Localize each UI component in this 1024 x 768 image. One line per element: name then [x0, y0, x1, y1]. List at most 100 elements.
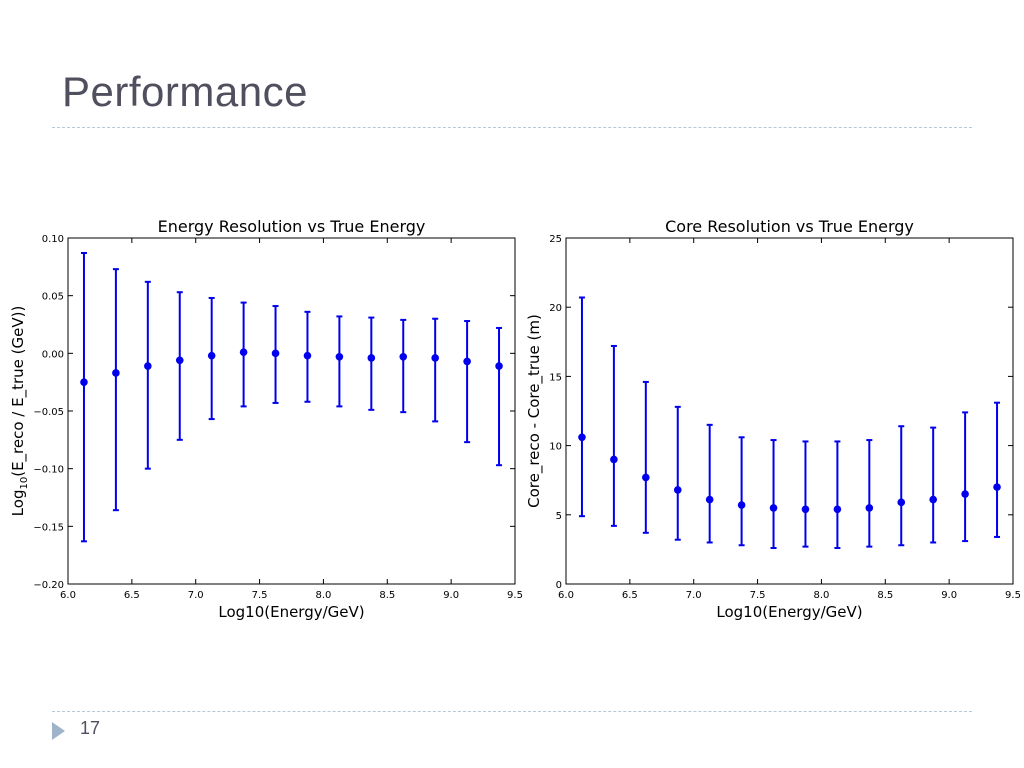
data-marker	[993, 483, 1001, 491]
data-marker	[335, 352, 344, 361]
data-point	[112, 268, 120, 512]
x-tick-label: 7.5	[750, 590, 766, 601]
data-point	[239, 301, 248, 408]
data-marker	[399, 352, 408, 361]
data-point	[495, 326, 503, 467]
y-axis-label-main: Core_reco - Core_true (m)	[525, 314, 544, 508]
x-tick-label: 6.0	[60, 590, 76, 601]
x-tick-label: 9.5	[1005, 590, 1021, 601]
chart-title: Core Resolution vs True Energy	[665, 217, 914, 236]
data-point	[271, 305, 280, 404]
data-point	[207, 296, 216, 421]
data-marker	[769, 504, 778, 512]
page-number: 17	[80, 718, 101, 738]
y-axis-label-main: Log	[9, 490, 27, 517]
data-marker	[80, 378, 88, 386]
plot-frame	[565, 237, 1014, 585]
data-marker	[929, 495, 937, 504]
y-tick-label: 0.05	[42, 292, 64, 303]
data-point	[431, 317, 439, 423]
data-marker	[239, 348, 248, 356]
x-tick-label: 8.0	[315, 590, 331, 601]
data-point	[463, 320, 471, 444]
data-marker	[865, 504, 874, 512]
energy-resolution-chart: Energy Resolution vs True Energy 6.0 6.5 7.…	[9, 217, 523, 621]
y-tick-label: −0.20	[33, 580, 64, 591]
data-point	[175, 291, 184, 441]
x-tick-label: 6.5	[622, 590, 638, 601]
data-marker	[961, 490, 969, 498]
y-tick-label: 25	[549, 234, 562, 245]
data-point	[642, 380, 650, 534]
footer-divider	[52, 711, 972, 712]
data-point	[833, 440, 842, 550]
data-point	[961, 411, 969, 543]
data-marker	[207, 351, 216, 360]
data-point	[769, 439, 778, 550]
data-point	[993, 401, 1001, 538]
data-marker	[801, 505, 810, 514]
data-point	[737, 436, 746, 547]
data-marker	[144, 362, 152, 370]
x-tick-label: 6.0	[558, 590, 574, 601]
y-tick-label: 0.10	[42, 234, 64, 245]
data-marker	[271, 349, 280, 358]
data-point	[929, 426, 937, 544]
data-point	[144, 280, 152, 470]
data-marker	[367, 354, 376, 362]
y-tick-label: 5	[556, 511, 562, 522]
data-marker	[833, 505, 842, 514]
data-marker	[737, 501, 746, 509]
x-tick-label: 9.0	[941, 590, 957, 601]
data-point	[897, 425, 906, 547]
core-resolution-chart: Core Resolution vs True Energy 6.0 6.5 7.0 7…	[525, 217, 1021, 621]
y-axis-label-rest: (E_reco / E_true (GeV))	[9, 306, 28, 477]
data-point	[865, 439, 874, 548]
triangle-bullet-icon	[52, 722, 65, 740]
data-marker	[610, 455, 618, 464]
data-marker	[303, 351, 312, 360]
data-marker	[897, 498, 906, 507]
data-point	[80, 251, 88, 543]
data-point	[335, 315, 344, 408]
plot-frame	[67, 237, 516, 585]
data-marker	[705, 495, 714, 504]
data-point	[673, 405, 682, 541]
y-axis-label: Log10(E_reco / E_true (GeV))	[9, 306, 30, 517]
y-axis-label-subscript: 10	[19, 477, 30, 490]
data-point	[367, 316, 376, 411]
data-point	[303, 310, 312, 403]
y-tick-label: 10	[549, 442, 562, 453]
title-divider	[52, 127, 972, 128]
x-tick-label: 7.0	[686, 590, 702, 601]
y-axis-label: Core_reco - Core_true (m)	[525, 314, 544, 508]
data-point	[399, 318, 408, 414]
data-marker	[175, 356, 184, 365]
data-point	[610, 344, 618, 527]
y-tick-label: −0.10	[33, 465, 64, 476]
x-tick-label: 8.5	[877, 590, 893, 601]
data-point	[705, 423, 714, 544]
chart-title: Energy Resolution vs True Energy	[158, 217, 426, 236]
data-marker	[463, 357, 471, 366]
y-tick-label: 0	[556, 580, 562, 591]
data-marker	[495, 362, 503, 370]
y-tick-label: 20	[549, 303, 562, 314]
y-tick-label: 0.00	[42, 349, 64, 360]
data-marker	[673, 486, 682, 494]
y-tick-label: −0.05	[33, 407, 64, 418]
x-tick-label: 8.5	[379, 590, 395, 601]
x-tick-label: 7.5	[252, 590, 268, 601]
data-marker	[578, 433, 586, 442]
data-point	[801, 440, 810, 548]
data-marker	[431, 354, 439, 362]
x-axis-label: Log10(Energy/GeV)	[218, 603, 364, 621]
x-tick-label: 9.0	[443, 590, 459, 601]
x-tick-label: 9.5	[507, 590, 523, 601]
data-marker	[112, 369, 120, 377]
x-tick-label: 8.0	[813, 590, 829, 601]
x-axis-label: Log10(Energy/GeV)	[716, 603, 862, 621]
slide-title: Performance	[62, 68, 308, 115]
y-tick-label: −0.15	[33, 522, 64, 533]
x-tick-label: 6.5	[124, 590, 140, 601]
